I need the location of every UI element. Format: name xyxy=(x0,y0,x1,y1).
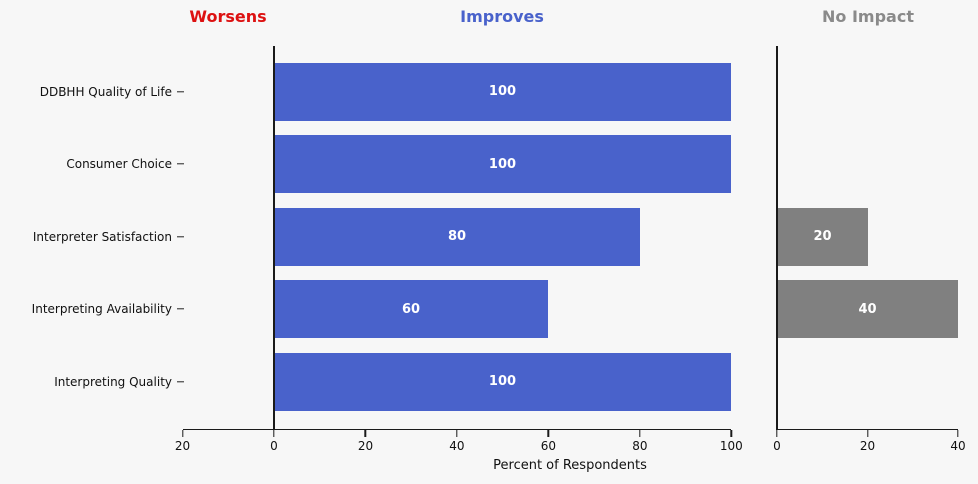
y-tick-mark xyxy=(177,308,184,310)
section-header-improves: Improves xyxy=(460,7,544,26)
main-x-tick-label: 80 xyxy=(632,439,648,453)
main-zero-spine xyxy=(273,46,275,430)
bar-improves-consumer-choice: 100 xyxy=(274,135,731,193)
impact-zero-spine xyxy=(776,46,778,430)
impact-x-tick-label: 40 xyxy=(950,439,966,453)
main-x-tick xyxy=(730,430,732,437)
impact-x-tick xyxy=(866,430,869,437)
category-label-interpreter-satisfaction: Interpreter Satisfaction xyxy=(32,229,172,244)
category-label-interpreting-availability: Interpreting Availability xyxy=(31,302,172,316)
impact-x-tick-label: 0 xyxy=(773,439,781,453)
y-tick-mark xyxy=(177,380,184,383)
main-x-tick-label: 20 xyxy=(357,439,374,453)
main-x-tick xyxy=(639,430,641,437)
bar-improves-interpreting-quality: 100 xyxy=(274,352,731,411)
y-tick-mark xyxy=(177,163,184,165)
main-x-tick xyxy=(456,430,458,437)
bar-no-impact-interpreter-satisfaction: 20 xyxy=(777,207,868,266)
bar-improves-interpreter-satisfaction: 80 xyxy=(274,207,640,266)
main-bottom-spine xyxy=(183,428,731,430)
bar-no-impact-interpreting-availability: 40 xyxy=(777,280,958,338)
main-x-tick xyxy=(547,430,550,437)
bar-value-label: 100 xyxy=(488,156,517,172)
impact-x-tick xyxy=(957,430,959,437)
category-label-consumer-choice: Consumer Choice xyxy=(66,157,172,171)
main-x-tick-label: 20 xyxy=(174,439,191,453)
bar-value-label: 60 xyxy=(401,301,421,317)
bar-value-label: 20 xyxy=(813,229,832,244)
y-tick-mark xyxy=(177,90,184,93)
bar-value-label: 100 xyxy=(488,374,517,389)
main-x-tick xyxy=(181,430,184,437)
main-x-tick-label: 40 xyxy=(449,439,465,453)
impact-x-tick-label: 20 xyxy=(859,439,876,453)
category-label-interpreting-quality: Interpreting Quality xyxy=(54,374,172,389)
main-x-tick-label: 0 xyxy=(270,439,278,453)
category-label-ddbhh-quality-of-life: DDBHH Quality of Life xyxy=(39,84,172,99)
bar-improves-ddbhh-quality-of-life: 100 xyxy=(274,62,731,121)
impact-bottom-spine xyxy=(777,428,958,430)
bar-value-label: 100 xyxy=(488,84,517,99)
bar-improves-interpreting-availability: 60 xyxy=(274,280,548,338)
main-x-tick-label: 100 xyxy=(719,439,743,453)
section-header-no-impact: No Impact xyxy=(822,7,914,26)
bar-value-label: 40 xyxy=(858,301,877,317)
main-x-tick-label: 60 xyxy=(540,439,557,453)
main-x-tick xyxy=(273,430,275,437)
y-tick-mark xyxy=(177,235,184,238)
x-axis-title: Percent of Respondents xyxy=(493,458,647,473)
bar-value-label: 80 xyxy=(447,229,467,244)
section-header-worsens: Worsens xyxy=(189,7,267,26)
main-x-tick xyxy=(364,430,367,437)
impact-x-tick xyxy=(776,430,778,437)
